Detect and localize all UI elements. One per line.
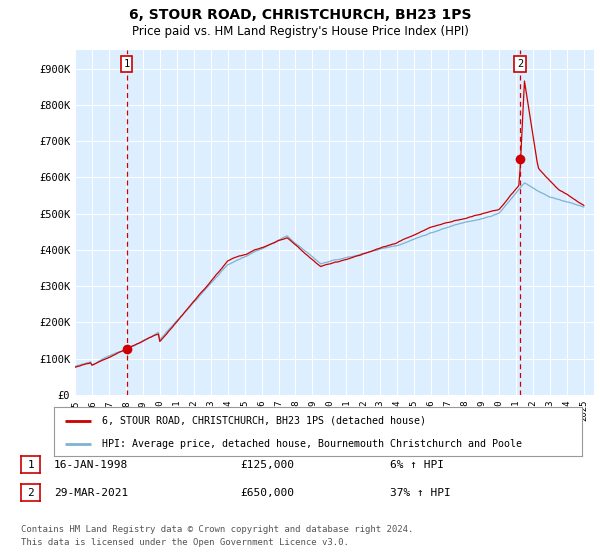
- Text: 2: 2: [27, 488, 34, 498]
- Text: 37% ↑ HPI: 37% ↑ HPI: [390, 488, 451, 498]
- Text: 6% ↑ HPI: 6% ↑ HPI: [390, 460, 444, 470]
- Text: 1: 1: [27, 460, 34, 470]
- Text: 6, STOUR ROAD, CHRISTCHURCH, BH23 1PS (detached house): 6, STOUR ROAD, CHRISTCHURCH, BH23 1PS (d…: [101, 416, 425, 426]
- Text: £650,000: £650,000: [240, 488, 294, 498]
- Text: 1: 1: [124, 59, 130, 69]
- Text: This data is licensed under the Open Government Licence v3.0.: This data is licensed under the Open Gov…: [21, 538, 349, 547]
- Text: 6, STOUR ROAD, CHRISTCHURCH, BH23 1PS: 6, STOUR ROAD, CHRISTCHURCH, BH23 1PS: [129, 8, 471, 22]
- Text: HPI: Average price, detached house, Bournemouth Christchurch and Poole: HPI: Average price, detached house, Bour…: [101, 438, 521, 449]
- Text: 2: 2: [517, 59, 523, 69]
- Text: Contains HM Land Registry data © Crown copyright and database right 2024.: Contains HM Land Registry data © Crown c…: [21, 525, 413, 534]
- Text: Price paid vs. HM Land Registry's House Price Index (HPI): Price paid vs. HM Land Registry's House …: [131, 25, 469, 38]
- Text: 16-JAN-1998: 16-JAN-1998: [54, 460, 128, 470]
- Text: £125,000: £125,000: [240, 460, 294, 470]
- Text: 29-MAR-2021: 29-MAR-2021: [54, 488, 128, 498]
